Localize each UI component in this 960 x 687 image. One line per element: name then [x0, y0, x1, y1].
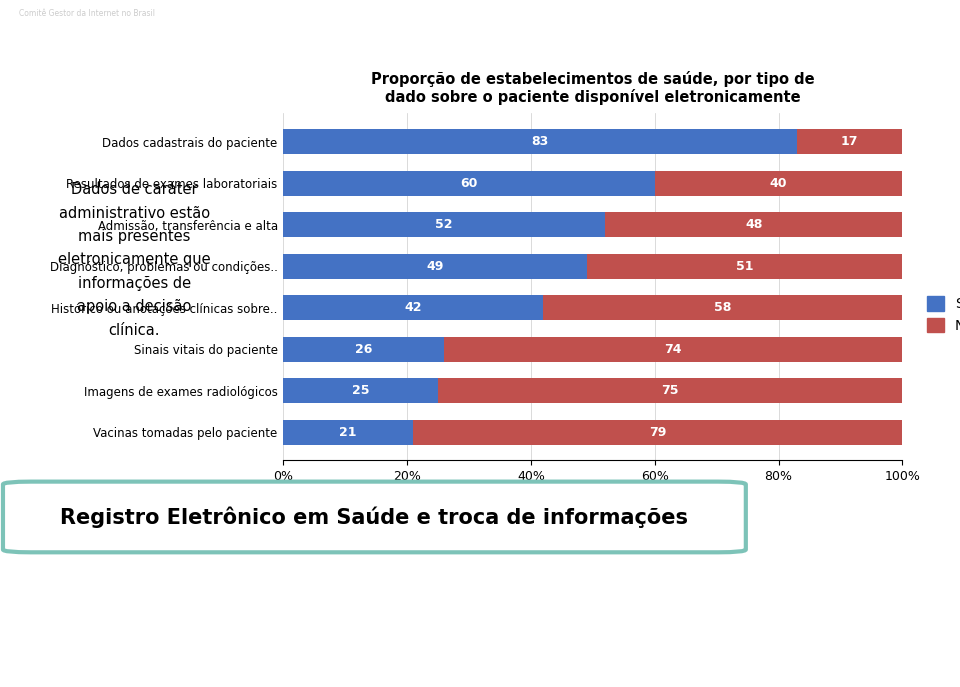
- Bar: [283, 129, 797, 154]
- Text: 51: 51: [735, 260, 754, 273]
- Text: 60: 60: [460, 177, 478, 190]
- FancyBboxPatch shape: [3, 482, 746, 552]
- Text: 75: 75: [661, 384, 679, 397]
- Text: 17: 17: [841, 135, 858, 148]
- Bar: [283, 378, 438, 403]
- Bar: [283, 170, 655, 196]
- Bar: [438, 378, 902, 403]
- Bar: [283, 420, 413, 444]
- Bar: [283, 212, 605, 237]
- Bar: [444, 337, 902, 361]
- Legend: Sim, Não: Sim, Não: [922, 291, 960, 339]
- Bar: [283, 254, 587, 278]
- Bar: [797, 129, 902, 154]
- Bar: [587, 254, 902, 278]
- Text: 74: 74: [664, 343, 682, 356]
- Text: Registro Eletrônico em Saúde e troca de informações: Registro Eletrônico em Saúde e troca de …: [60, 506, 688, 528]
- Text: TIC Saúde 2013: TIC Saúde 2013: [471, 19, 738, 49]
- Bar: [605, 212, 902, 237]
- Text: 79: 79: [649, 425, 666, 438]
- Bar: [655, 170, 902, 196]
- Text: 52: 52: [436, 218, 453, 231]
- Text: Dados de caráter
administrativo estão
mais presentes
eletronicamente que
informa: Dados de caráter administrativo estão ma…: [59, 182, 210, 338]
- Text: 42: 42: [404, 301, 422, 314]
- Text: 21: 21: [340, 425, 357, 438]
- Text: 26: 26: [355, 343, 372, 356]
- Bar: [413, 420, 902, 444]
- Text: 25: 25: [352, 384, 370, 397]
- Text: 40: 40: [770, 177, 787, 190]
- Text: 58: 58: [714, 301, 732, 314]
- Bar: [283, 295, 543, 320]
- Bar: [543, 295, 902, 320]
- Text: 83: 83: [532, 135, 549, 148]
- Text: 49: 49: [426, 260, 444, 273]
- Text: Comitê Gestor da Internet no Brasil: Comitê Gestor da Internet no Brasil: [19, 8, 156, 18]
- Title: Proporção de estabelecimentos de saúde, por tipo de
dado sobre o paciente dispon: Proporção de estabelecimentos de saúde, …: [371, 71, 815, 105]
- Bar: [283, 337, 444, 361]
- Text: Sistemas de informação sobre o paciente: Sistemas de informação sobre o paciente: [418, 74, 792, 92]
- Text: 48: 48: [745, 218, 762, 231]
